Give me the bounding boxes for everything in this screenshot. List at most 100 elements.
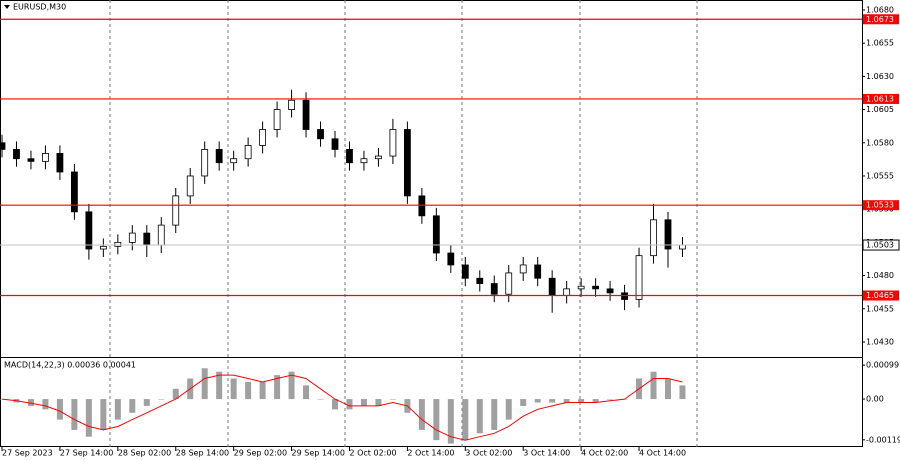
y-tick-label: 1.0630 (866, 72, 894, 81)
candle-body (650, 219, 657, 257)
candle-body (143, 232, 151, 246)
y-tick-label: 1.0605 (866, 105, 894, 114)
macd-bar (520, 399, 527, 406)
y-tick-label: 0.00 (866, 395, 884, 404)
level-label: 1.0613 (866, 94, 894, 103)
candle-body (563, 288, 571, 296)
macd-bar (85, 399, 92, 437)
candles (0, 89, 686, 313)
macd-bar (549, 399, 556, 403)
symbol-menu-icon (4, 5, 10, 9)
macd-bar (259, 381, 266, 400)
candle-body (157, 224, 165, 246)
macd-bar (71, 399, 78, 430)
candle-body (172, 195, 180, 226)
candle-body (519, 264, 527, 274)
indicator-title: MACD(14,22,3) 0.00036 0.00041 (4, 361, 136, 370)
y-tick-label: 1.0480 (866, 271, 894, 280)
candle-body (259, 129, 267, 146)
candle-body (679, 244, 686, 250)
candle-body (244, 145, 252, 160)
candle-body (476, 277, 484, 284)
x-tick-label: 4 Oct 02:00 (581, 449, 628, 458)
y-tick-label: -0.00119 (866, 435, 900, 444)
macd-bar (129, 399, 136, 413)
level-label: 1.0465 (866, 291, 894, 300)
macd-bar (42, 399, 49, 410)
macd-bar (158, 399, 165, 400)
macd-bar (303, 385, 310, 400)
macd-bar (679, 385, 686, 400)
level-label-box (863, 290, 899, 301)
x-tick-label: 3 Oct 02:00 (465, 449, 512, 458)
macd-bar (274, 375, 281, 400)
candle-body (13, 149, 20, 160)
level-label-box (863, 200, 899, 211)
level-label: 1.0673 (866, 15, 894, 24)
candle-body (664, 219, 672, 250)
plot-border (0, 0, 863, 447)
current-price-box (862, 239, 900, 251)
level-label-box (863, 14, 899, 25)
macd-bar (27, 399, 34, 406)
macd-bar (317, 399, 324, 400)
x-tick-label: 28 Sep 14:00 (176, 449, 229, 458)
y-tick-label: 1.0580 (866, 138, 894, 147)
macd-bar (592, 399, 599, 403)
x-tick-label: 2 Oct 14:00 (407, 449, 454, 458)
macd-bar (331, 399, 338, 410)
macd-bar (607, 399, 614, 400)
y-tick-label: 1.0555 (866, 171, 894, 180)
macd-bar (534, 399, 541, 403)
candle-body (418, 195, 426, 217)
macd-bar (462, 399, 469, 441)
x-tick-label: 28 Sep 02:00 (118, 449, 171, 458)
candle-body (403, 129, 411, 197)
candle-body (302, 99, 310, 130)
candle-body (27, 158, 35, 162)
candle-body (99, 245, 107, 250)
macd-bar (346, 399, 353, 410)
candle-body (389, 129, 397, 157)
macd-bar (172, 388, 179, 400)
macd-bar (664, 378, 671, 400)
macd-bar (201, 368, 208, 400)
macd-bar (360, 399, 367, 406)
day-separators (109, 0, 698, 447)
candle-body (0, 142, 6, 150)
signal-line (1, 374, 683, 441)
candle-body (447, 252, 455, 266)
x-tick-label: 29 Sep 14:00 (292, 449, 345, 458)
candle-body (606, 288, 614, 294)
candle-body (288, 99, 295, 110)
candle-body (432, 215, 440, 254)
candle-body (577, 285, 585, 290)
macd-bar (578, 399, 585, 403)
level-label: 1.0533 (866, 201, 894, 210)
macd-bar (143, 399, 150, 406)
current-price-label: 1.0503 (866, 241, 894, 250)
candle-body (56, 152, 64, 173)
candle-body (635, 255, 643, 300)
candle-body (534, 264, 542, 279)
macd-bar (389, 399, 396, 400)
candle-body (331, 138, 339, 150)
macd-bar (100, 399, 107, 430)
candle-body (186, 175, 194, 197)
candle-body (215, 149, 223, 164)
macd-bar (288, 371, 295, 400)
x-tick-label: 27 Sep 2023 (2, 449, 53, 458)
level-label-box (863, 93, 899, 104)
candle-body (114, 241, 122, 247)
candle-body (592, 285, 600, 290)
macd-bar (375, 399, 382, 406)
candle-body (42, 152, 49, 162)
candle-body (621, 292, 628, 300)
macd-bar (56, 399, 63, 420)
macd-bar (114, 399, 121, 420)
candle-body (375, 155, 382, 160)
candle-body (85, 211, 93, 250)
y-tick-label: 1.0655 (866, 39, 894, 48)
candle-body (201, 149, 209, 177)
